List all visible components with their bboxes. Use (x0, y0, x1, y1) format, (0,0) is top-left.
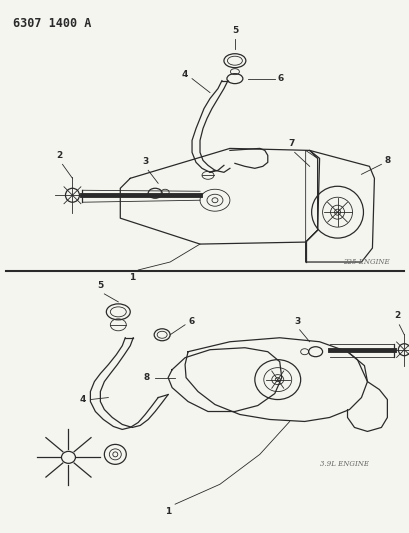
Text: 8: 8 (384, 156, 390, 165)
Text: 8: 8 (144, 373, 150, 382)
Text: 225 ENGINE: 225 ENGINE (342, 258, 389, 266)
Text: 5: 5 (97, 281, 103, 290)
Text: 3.9L ENGINE: 3.9L ENGINE (320, 461, 369, 469)
Text: 4: 4 (181, 70, 188, 79)
Text: 2: 2 (393, 311, 400, 320)
Text: 4: 4 (80, 395, 86, 404)
Text: 2: 2 (56, 151, 63, 160)
Text: 3: 3 (294, 317, 300, 326)
Text: 6: 6 (277, 74, 283, 83)
Text: 1: 1 (129, 273, 135, 282)
Text: 5: 5 (231, 26, 238, 35)
Text: 6307 1400 A: 6307 1400 A (13, 17, 91, 30)
Text: 1: 1 (164, 507, 171, 516)
Text: 6: 6 (188, 317, 194, 326)
Text: 7: 7 (288, 140, 294, 148)
Text: 3: 3 (142, 157, 148, 166)
